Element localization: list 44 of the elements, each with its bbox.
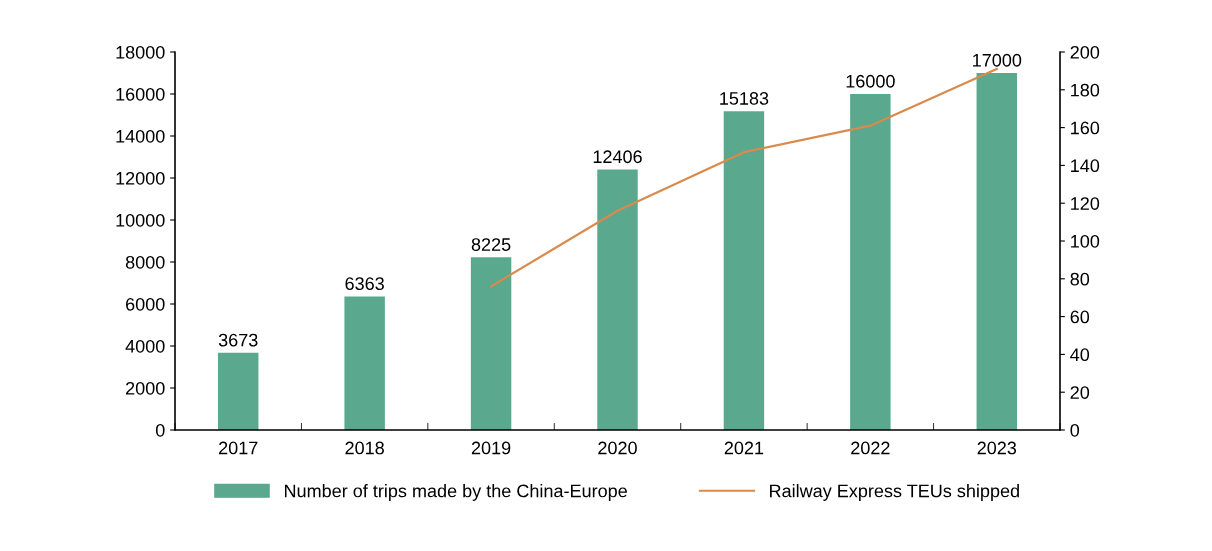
bar [723,111,765,430]
x-tick-label: 2020 [598,441,637,455]
bar [344,296,385,430]
y2-tick-label: 60 [1070,310,1090,324]
y2-tick-label: 140 [1071,159,1100,173]
x-tick-label: 2021 [724,441,764,455]
x-tick-label: 2022 [851,441,890,455]
y2-tick-label: 180 [1071,83,1100,97]
bar [976,73,1018,430]
y-tick-label: 18000 [116,45,165,59]
y2-tick-label: 20 [1070,386,1090,399]
y-tick-label: 4000 [125,339,165,353]
y2-tick-label: 200 [1070,45,1100,59]
data-label: 8225 [471,238,511,251]
bar [217,352,259,430]
y-tick-label: 2000 [126,381,165,395]
x-tick-label: 2018 [345,441,384,455]
bar [470,257,512,430]
legend-label: Number of trips made by the China-Europe [285,484,627,501]
y-tick-label: 6000 [126,297,165,311]
x-tick-label: 2017 [219,441,258,455]
data-label: 6363 [345,277,384,291]
legend-label: Railway Express TEUs shipped [770,484,1019,501]
data-label: 16000 [846,74,895,88]
y2-tick-label: 160 [1071,121,1100,135]
x-tick-label: 2023 [977,441,1017,455]
y-tick-label: 8000 [125,255,165,269]
y-tick-label: 16000 [116,87,165,101]
data-label: 15183 [720,92,769,105]
y-tick-label: 0 [155,423,165,437]
y-tick-label: 14000 [116,129,165,143]
data-label: 17000 [973,53,1022,67]
y2-tick-label: 80 [1070,272,1090,286]
y2-tick-label: 0 [1070,423,1080,437]
bar [850,94,891,430]
y-tick-label: 10000 [116,213,165,227]
y-tick-label: 12000 [116,171,165,185]
data-label: 12406 [593,150,642,164]
x-tick-label: 2019 [471,441,511,455]
y2-tick-label: 100 [1071,234,1100,248]
data-label: 3673 [218,333,258,347]
y2-tick-label: 120 [1071,197,1100,210]
bar [597,169,638,430]
y2-tick-label: 40 [1070,348,1090,362]
